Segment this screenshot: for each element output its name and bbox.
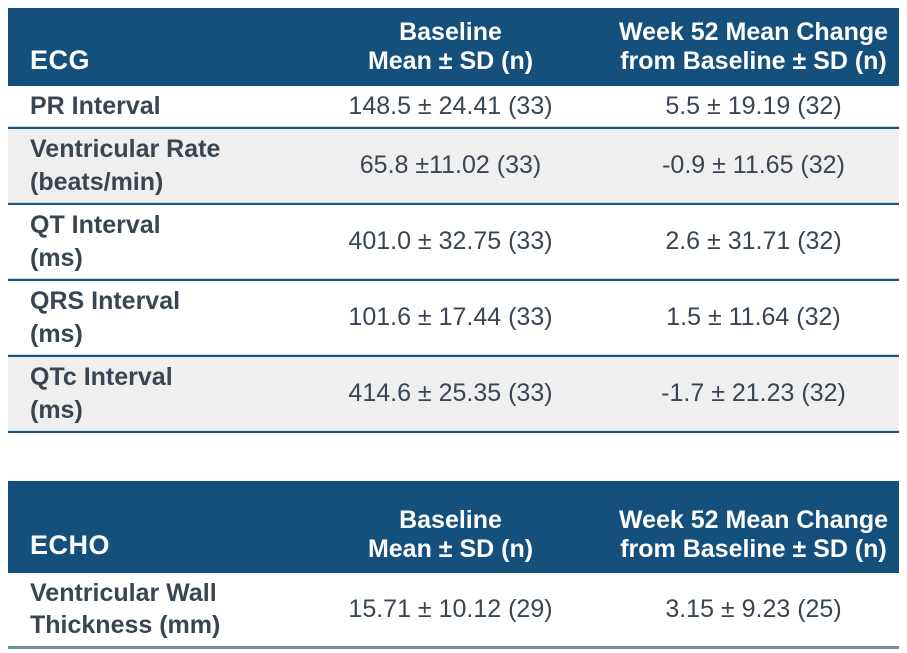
row-label-line2: (ms) [30,395,83,424]
row-label-line1: QRS Interval [30,287,181,315]
table-row-ventricular-wall-thickness: Ventricular Wall Thickness (mm) 15.71 ± … [8,572,899,649]
baseline-value: 414.6 ± 25.35 (33) [348,379,553,407]
row-label-line2: (ms) [30,319,83,348]
row-label-line1: Ventricular Wall [30,578,217,607]
column-header-week52-line2: from Baseline ± SD (n) [620,535,887,563]
week52-value: 5.5 ± 19.19 (32) [665,91,842,120]
echo-table: ECHO Baseline Mean ± SD (n) Week 52 Mean… [8,480,899,649]
column-header-baseline: Baseline Mean ± SD (n) [293,18,608,77]
table-row-qrs-interval: QRS Interval (ms) 101.6 ± 17.44 (33) 1.5… [8,280,899,357]
row-label-line1: PR Interval [30,92,161,120]
week52-value: 2.6 ± 31.71 (32) [665,227,842,255]
ecg-table-header: ECG Baseline Mean ± SD (n) Week 52 Mean … [8,8,899,86]
echo-table-header: ECHO Baseline Mean ± SD (n) Week 52 Mean… [8,480,899,573]
week52-value: -0.9 ± 11.65 (32) [662,151,845,179]
row-label-line2: (beats/min) [30,167,164,196]
week52-value: 3.15 ± 9.23 (25) [665,594,842,623]
row-label: Ventricular Rate (beats/min) [8,129,293,202]
column-header-week52: Week 52 Mean Change from Baseline ± SD (… [608,18,899,77]
table-row-qtc-interval: QTc Interval (ms) 414.6 ± 25.35 (33) -1.… [8,356,899,433]
ecg-table: ECG Baseline Mean ± SD (n) Week 52 Mean … [8,8,899,433]
row-label-line1: QTc Interval [30,363,173,391]
column-header-week52: Week 52 Mean Change from Baseline ± SD (… [608,506,899,573]
week52-value: 1.5 ± 11.64 (32) [666,303,841,331]
row-label: Ventricular Wall Thickness (mm) [8,573,293,646]
column-header-baseline: Baseline Mean ± SD (n) [293,506,608,573]
column-header-week52-line2: from Baseline ± SD (n) [620,47,887,75]
table-row-qt-interval: QT Interval (ms) 401.0 ± 32.75 (33) 2.6 … [8,204,899,281]
row-label-line1: QT Interval [30,211,161,239]
week52-value: -1.7 ± 21.23 (32) [661,379,846,407]
row-label: QTc Interval (ms) [8,357,293,430]
table-row-pr-interval: PR Interval 148.5 ± 24.41 (33) 5.5 ± 19.… [8,86,899,129]
row-label-line1: Ventricular Rate [30,135,221,163]
table-row-ventricular-rate: Ventricular Rate (beats/min) 65.8 ±11.02… [8,128,899,205]
row-label: PR Interval [8,86,293,127]
row-label: QT Interval (ms) [8,205,293,278]
ecg-table-title: ECG [30,45,91,75]
column-header-baseline-line1: Baseline [399,17,502,46]
column-header-week52-line1: Week 52 Mean Change [618,505,889,534]
baseline-value: 401.0 ± 32.75 (33) [348,227,553,255]
baseline-value: 65.8 ±11.02 (33) [359,151,542,179]
column-header-week52-line1: Week 52 Mean Change [618,17,889,46]
baseline-value: 101.6 ± 17.44 (33) [348,303,553,331]
row-label: QRS Interval (ms) [8,281,293,354]
row-label-line2: (ms) [30,243,83,272]
column-header-baseline-line2: Mean ± SD (n) [367,535,534,563]
baseline-value: 15.71 ± 10.12 (29) [348,594,553,623]
baseline-value: 148.5 ± 24.41 (33) [348,91,553,120]
row-label-line2: Thickness (mm) [30,611,221,639]
column-header-baseline-line2: Mean ± SD (n) [367,47,534,75]
echo-table-title: ECHO [30,529,111,560]
column-header-baseline-line1: Baseline [399,505,502,534]
